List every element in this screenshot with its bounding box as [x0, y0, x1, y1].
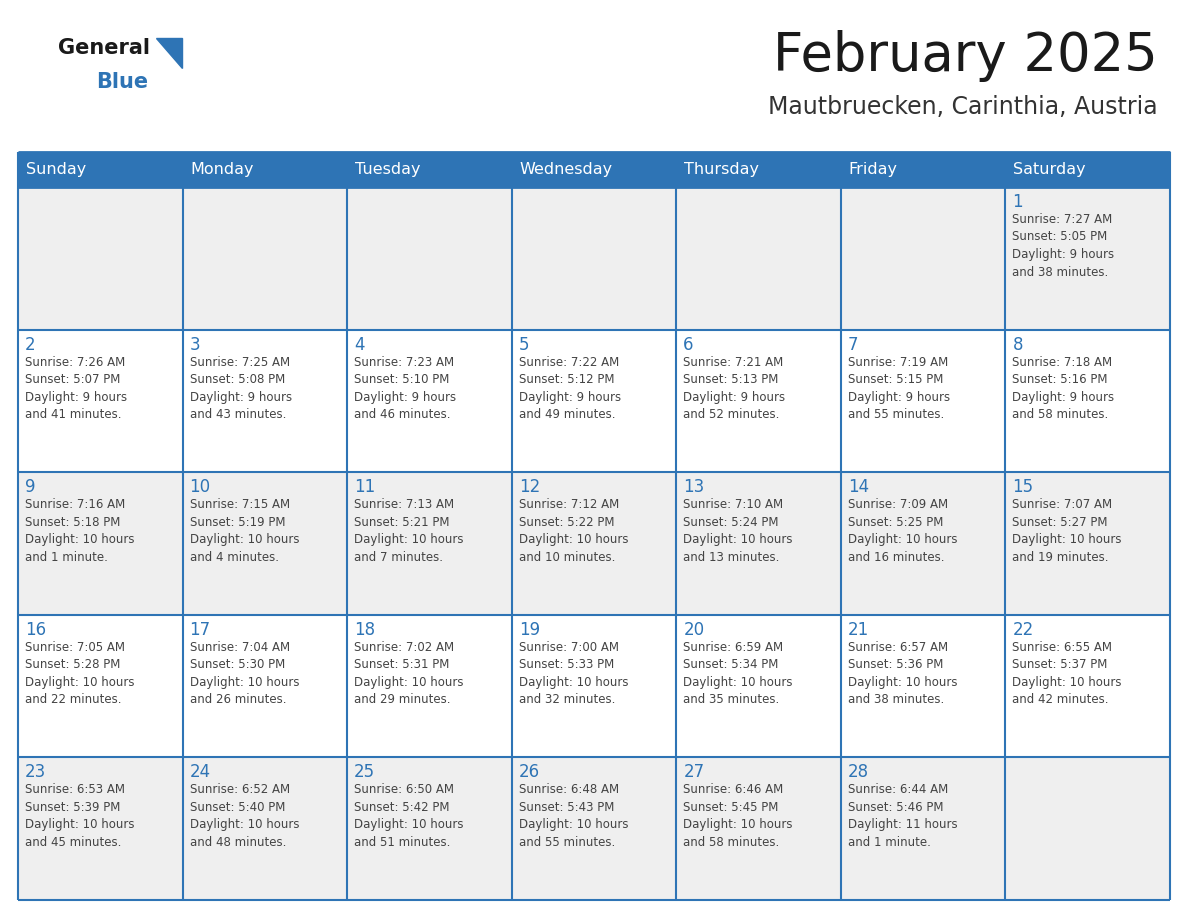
- Bar: [18, 330, 1170, 472]
- Text: 16: 16: [25, 621, 46, 639]
- Text: 13: 13: [683, 478, 704, 497]
- Text: Sunrise: 7:02 AM
Sunset: 5:31 PM
Daylight: 10 hours
and 29 minutes.: Sunrise: 7:02 AM Sunset: 5:31 PM Dayligh…: [354, 641, 463, 706]
- Text: 22: 22: [1012, 621, 1034, 639]
- Text: 3: 3: [190, 336, 201, 353]
- Bar: [18, 187, 1170, 330]
- Text: Wednesday: Wednesday: [519, 162, 613, 177]
- Text: Sunrise: 7:15 AM
Sunset: 5:19 PM
Daylight: 10 hours
and 4 minutes.: Sunrise: 7:15 AM Sunset: 5:19 PM Dayligh…: [190, 498, 299, 564]
- Text: 14: 14: [848, 478, 868, 497]
- Text: 24: 24: [190, 764, 210, 781]
- Text: General: General: [58, 38, 150, 58]
- Text: 10: 10: [190, 478, 210, 497]
- Text: Sunrise: 6:55 AM
Sunset: 5:37 PM
Daylight: 10 hours
and 42 minutes.: Sunrise: 6:55 AM Sunset: 5:37 PM Dayligh…: [1012, 641, 1121, 706]
- Text: 1: 1: [1012, 193, 1023, 211]
- Text: Sunrise: 7:00 AM
Sunset: 5:33 PM
Daylight: 10 hours
and 32 minutes.: Sunrise: 7:00 AM Sunset: 5:33 PM Dayligh…: [519, 641, 628, 706]
- Text: Sunrise: 7:09 AM
Sunset: 5:25 PM
Daylight: 10 hours
and 16 minutes.: Sunrise: 7:09 AM Sunset: 5:25 PM Dayligh…: [848, 498, 958, 564]
- Text: Sunrise: 6:53 AM
Sunset: 5:39 PM
Daylight: 10 hours
and 45 minutes.: Sunrise: 6:53 AM Sunset: 5:39 PM Dayligh…: [25, 783, 134, 849]
- Text: Thursday: Thursday: [684, 162, 759, 177]
- Text: Sunrise: 7:12 AM
Sunset: 5:22 PM
Daylight: 10 hours
and 10 minutes.: Sunrise: 7:12 AM Sunset: 5:22 PM Dayligh…: [519, 498, 628, 564]
- Text: Sunrise: 6:48 AM
Sunset: 5:43 PM
Daylight: 10 hours
and 55 minutes.: Sunrise: 6:48 AM Sunset: 5:43 PM Dayligh…: [519, 783, 628, 849]
- Text: Mautbruecken, Carinthia, Austria: Mautbruecken, Carinthia, Austria: [769, 95, 1158, 119]
- Text: February 2025: February 2025: [773, 30, 1158, 82]
- Text: Sunrise: 7:22 AM
Sunset: 5:12 PM
Daylight: 9 hours
and 49 minutes.: Sunrise: 7:22 AM Sunset: 5:12 PM Dayligh…: [519, 355, 621, 421]
- Polygon shape: [156, 38, 182, 68]
- Text: Sunrise: 6:44 AM
Sunset: 5:46 PM
Daylight: 11 hours
and 1 minute.: Sunrise: 6:44 AM Sunset: 5:46 PM Dayligh…: [848, 783, 958, 849]
- Text: Sunrise: 7:07 AM
Sunset: 5:27 PM
Daylight: 10 hours
and 19 minutes.: Sunrise: 7:07 AM Sunset: 5:27 PM Dayligh…: [1012, 498, 1121, 564]
- Text: 18: 18: [354, 621, 375, 639]
- Text: 17: 17: [190, 621, 210, 639]
- Text: Tuesday: Tuesday: [355, 162, 421, 177]
- Bar: [18, 472, 1170, 615]
- Bar: [18, 152, 1170, 187]
- Text: 19: 19: [519, 621, 539, 639]
- Text: Blue: Blue: [96, 72, 148, 92]
- Text: 5: 5: [519, 336, 529, 353]
- Bar: [18, 757, 1170, 900]
- Text: Sunrise: 7:25 AM
Sunset: 5:08 PM
Daylight: 9 hours
and 43 minutes.: Sunrise: 7:25 AM Sunset: 5:08 PM Dayligh…: [190, 355, 292, 421]
- Text: Sunrise: 7:13 AM
Sunset: 5:21 PM
Daylight: 10 hours
and 7 minutes.: Sunrise: 7:13 AM Sunset: 5:21 PM Dayligh…: [354, 498, 463, 564]
- Text: 6: 6: [683, 336, 694, 353]
- Text: Sunrise: 7:18 AM
Sunset: 5:16 PM
Daylight: 9 hours
and 58 minutes.: Sunrise: 7:18 AM Sunset: 5:16 PM Dayligh…: [1012, 355, 1114, 421]
- Text: 26: 26: [519, 764, 539, 781]
- Text: Sunrise: 7:05 AM
Sunset: 5:28 PM
Daylight: 10 hours
and 22 minutes.: Sunrise: 7:05 AM Sunset: 5:28 PM Dayligh…: [25, 641, 134, 706]
- Text: 21: 21: [848, 621, 870, 639]
- Bar: [18, 615, 1170, 757]
- Text: 7: 7: [848, 336, 859, 353]
- Text: Sunrise: 6:57 AM
Sunset: 5:36 PM
Daylight: 10 hours
and 38 minutes.: Sunrise: 6:57 AM Sunset: 5:36 PM Dayligh…: [848, 641, 958, 706]
- Text: 23: 23: [25, 764, 46, 781]
- Text: Sunrise: 7:19 AM
Sunset: 5:15 PM
Daylight: 9 hours
and 55 minutes.: Sunrise: 7:19 AM Sunset: 5:15 PM Dayligh…: [848, 355, 950, 421]
- Text: Sunrise: 6:46 AM
Sunset: 5:45 PM
Daylight: 10 hours
and 58 minutes.: Sunrise: 6:46 AM Sunset: 5:45 PM Dayligh…: [683, 783, 792, 849]
- Text: Sunrise: 6:59 AM
Sunset: 5:34 PM
Daylight: 10 hours
and 35 minutes.: Sunrise: 6:59 AM Sunset: 5:34 PM Dayligh…: [683, 641, 792, 706]
- Text: 4: 4: [354, 336, 365, 353]
- Text: 11: 11: [354, 478, 375, 497]
- Text: Saturday: Saturday: [1013, 162, 1086, 177]
- Text: 9: 9: [25, 478, 36, 497]
- Text: Monday: Monday: [190, 162, 254, 177]
- Text: 15: 15: [1012, 478, 1034, 497]
- Text: Sunrise: 7:04 AM
Sunset: 5:30 PM
Daylight: 10 hours
and 26 minutes.: Sunrise: 7:04 AM Sunset: 5:30 PM Dayligh…: [190, 641, 299, 706]
- Text: 12: 12: [519, 478, 541, 497]
- Text: Sunrise: 6:52 AM
Sunset: 5:40 PM
Daylight: 10 hours
and 48 minutes.: Sunrise: 6:52 AM Sunset: 5:40 PM Dayligh…: [190, 783, 299, 849]
- Text: Sunrise: 7:21 AM
Sunset: 5:13 PM
Daylight: 9 hours
and 52 minutes.: Sunrise: 7:21 AM Sunset: 5:13 PM Dayligh…: [683, 355, 785, 421]
- Text: 25: 25: [354, 764, 375, 781]
- Text: 8: 8: [1012, 336, 1023, 353]
- Text: 2: 2: [25, 336, 36, 353]
- Text: Sunrise: 7:27 AM
Sunset: 5:05 PM
Daylight: 9 hours
and 38 minutes.: Sunrise: 7:27 AM Sunset: 5:05 PM Dayligh…: [1012, 213, 1114, 278]
- Text: Sunrise: 7:23 AM
Sunset: 5:10 PM
Daylight: 9 hours
and 46 minutes.: Sunrise: 7:23 AM Sunset: 5:10 PM Dayligh…: [354, 355, 456, 421]
- Text: Sunrise: 6:50 AM
Sunset: 5:42 PM
Daylight: 10 hours
and 51 minutes.: Sunrise: 6:50 AM Sunset: 5:42 PM Dayligh…: [354, 783, 463, 849]
- Text: Friday: Friday: [849, 162, 898, 177]
- Text: Sunrise: 7:26 AM
Sunset: 5:07 PM
Daylight: 9 hours
and 41 minutes.: Sunrise: 7:26 AM Sunset: 5:07 PM Dayligh…: [25, 355, 127, 421]
- Text: Sunrise: 7:16 AM
Sunset: 5:18 PM
Daylight: 10 hours
and 1 minute.: Sunrise: 7:16 AM Sunset: 5:18 PM Dayligh…: [25, 498, 134, 564]
- Text: Sunday: Sunday: [26, 162, 87, 177]
- Text: 27: 27: [683, 764, 704, 781]
- Text: 20: 20: [683, 621, 704, 639]
- Text: Sunrise: 7:10 AM
Sunset: 5:24 PM
Daylight: 10 hours
and 13 minutes.: Sunrise: 7:10 AM Sunset: 5:24 PM Dayligh…: [683, 498, 792, 564]
- Text: 28: 28: [848, 764, 868, 781]
